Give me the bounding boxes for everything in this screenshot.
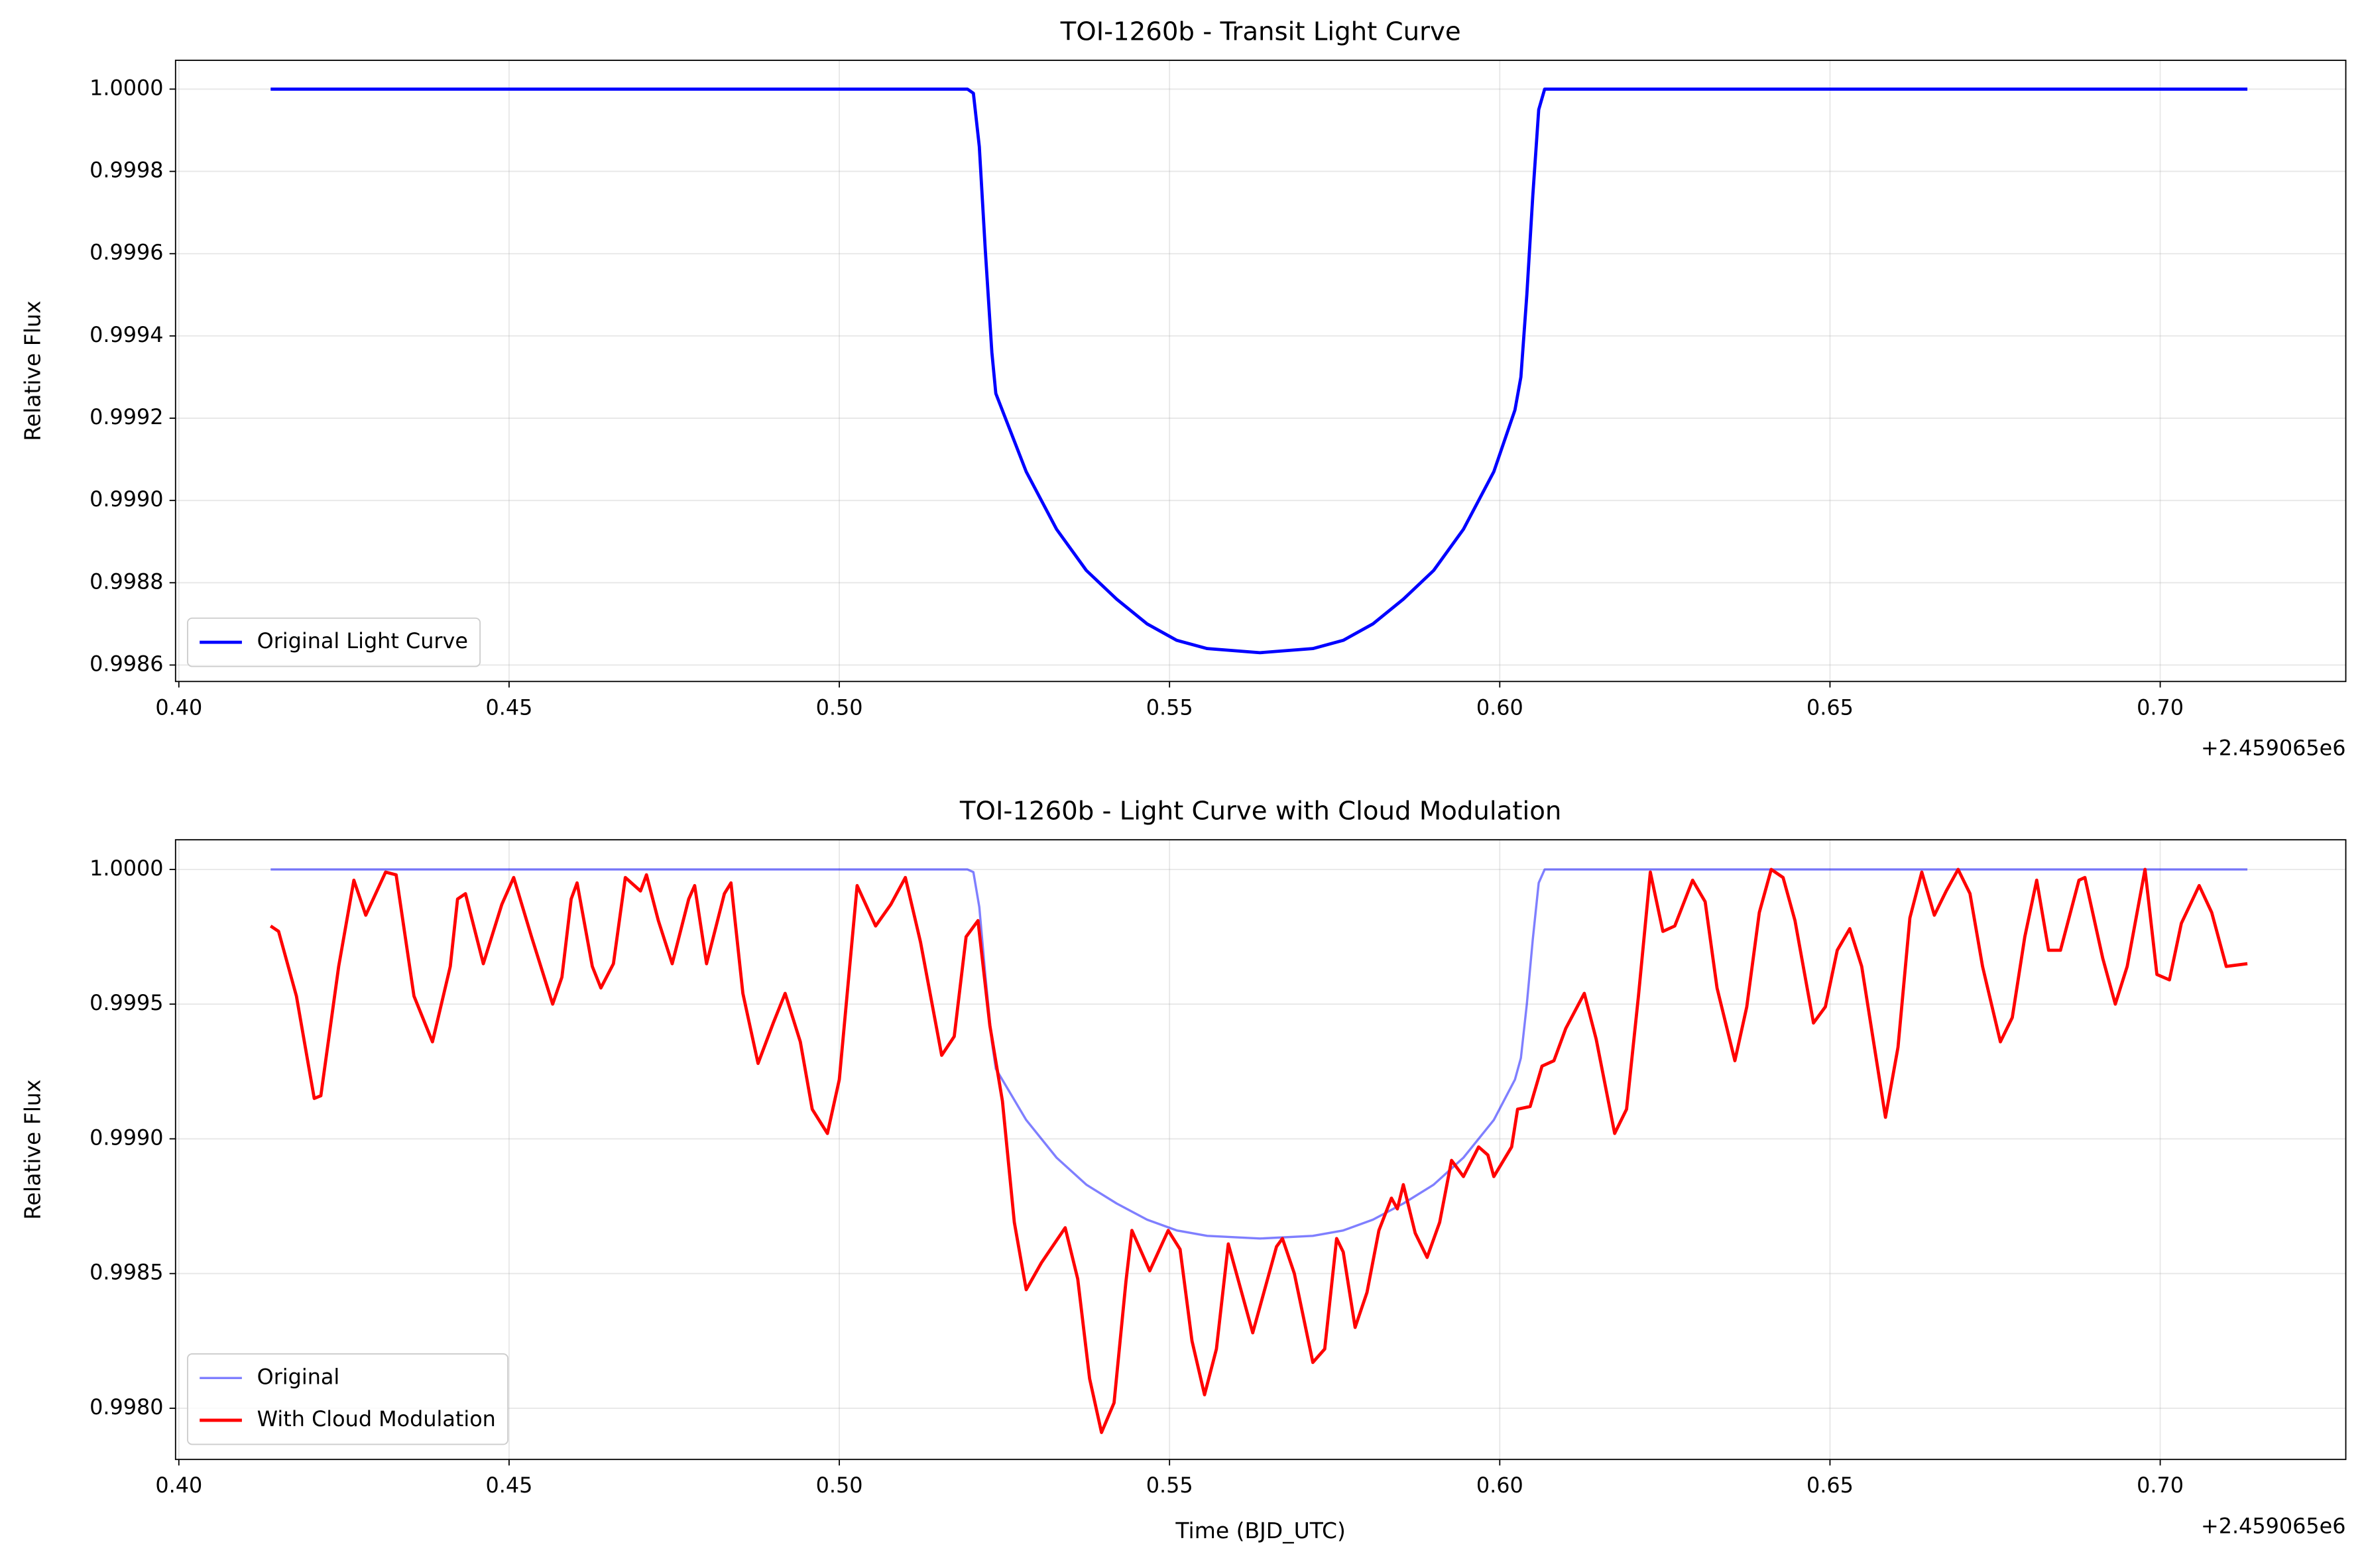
- chart-title: TOI-1260b - Light Curve with Cloud Modul…: [959, 797, 1561, 826]
- y-tick-label: 0.9990: [89, 1125, 163, 1150]
- plot-area: [269, 868, 2248, 1434]
- y-tick-label: 1.0000: [89, 856, 163, 881]
- legend-box: [187, 1353, 508, 1445]
- x-offset-label: +2.459065e6: [2201, 1514, 2345, 1539]
- axes-frame: [174, 60, 2347, 683]
- legend-label: Original Light Curve: [257, 628, 468, 653]
- x-tick-label: 0.65: [1806, 1473, 1854, 1498]
- y-tick-label: 0.9998: [89, 158, 163, 183]
- x-tick-label: 0.50: [816, 1473, 863, 1498]
- y-tick-label: 0.9980: [89, 1394, 163, 1420]
- x-tick-label: 0.70: [2137, 1473, 2184, 1498]
- x-tick-label: 0.55: [1146, 695, 1193, 720]
- x-tick-label: 0.55: [1146, 1473, 1193, 1498]
- x-tick-label: 0.60: [1476, 695, 1523, 720]
- x-tick-label: 0.50: [816, 695, 863, 720]
- legend-label: With Cloud Modulation: [257, 1406, 496, 1431]
- y-tick-label: 0.9992: [89, 404, 163, 429]
- y-tick-label: 0.9994: [89, 322, 163, 347]
- legend-label: Original: [257, 1364, 340, 1389]
- y-tick-label: 0.9990: [89, 486, 163, 512]
- x-tick-label: 0.40: [155, 695, 202, 720]
- y-tick-label: 0.9995: [89, 990, 163, 1015]
- y-tick-label: 0.9986: [89, 651, 163, 676]
- legend-box: [187, 617, 481, 667]
- y-tick-label: 0.9988: [89, 569, 163, 594]
- legend: Original Light Curve: [187, 617, 481, 667]
- x-tick-label: 0.40: [155, 1473, 202, 1498]
- data-line: [269, 868, 2248, 1434]
- y-axis-label: Relative Flux: [19, 1080, 45, 1220]
- x-tick-label: 0.60: [1476, 1473, 1523, 1498]
- x-tick-label: 0.65: [1806, 695, 1854, 720]
- legend: Original With Cloud Modulation: [187, 1353, 508, 1445]
- data-line: [270, 87, 2248, 655]
- y-tick-label: 1.0000: [89, 75, 163, 100]
- x-offset-label: +2.459065e6: [2201, 736, 2345, 761]
- axes-frame: [174, 839, 2347, 1461]
- chart-title: TOI-1260b - Transit Light Curve: [1060, 17, 1461, 47]
- x-tick-label: 0.45: [485, 1473, 532, 1498]
- axes: 0.40 0.45 0.50 0.55 0.60 0.65 0.70 0.9980 0.9985…: [89, 840, 2346, 1498]
- x-tick-label: 0.70: [2137, 695, 2184, 720]
- x-axis-label: Time (BJD_UTC): [1175, 1518, 1345, 1543]
- y-tick-label: 0.9996: [89, 240, 163, 265]
- plot-area: [270, 87, 2248, 655]
- x-tick-label: 0.45: [485, 695, 532, 720]
- y-tick-label: 0.9985: [89, 1260, 163, 1285]
- y-axis-label: Relative Flux: [19, 301, 45, 441]
